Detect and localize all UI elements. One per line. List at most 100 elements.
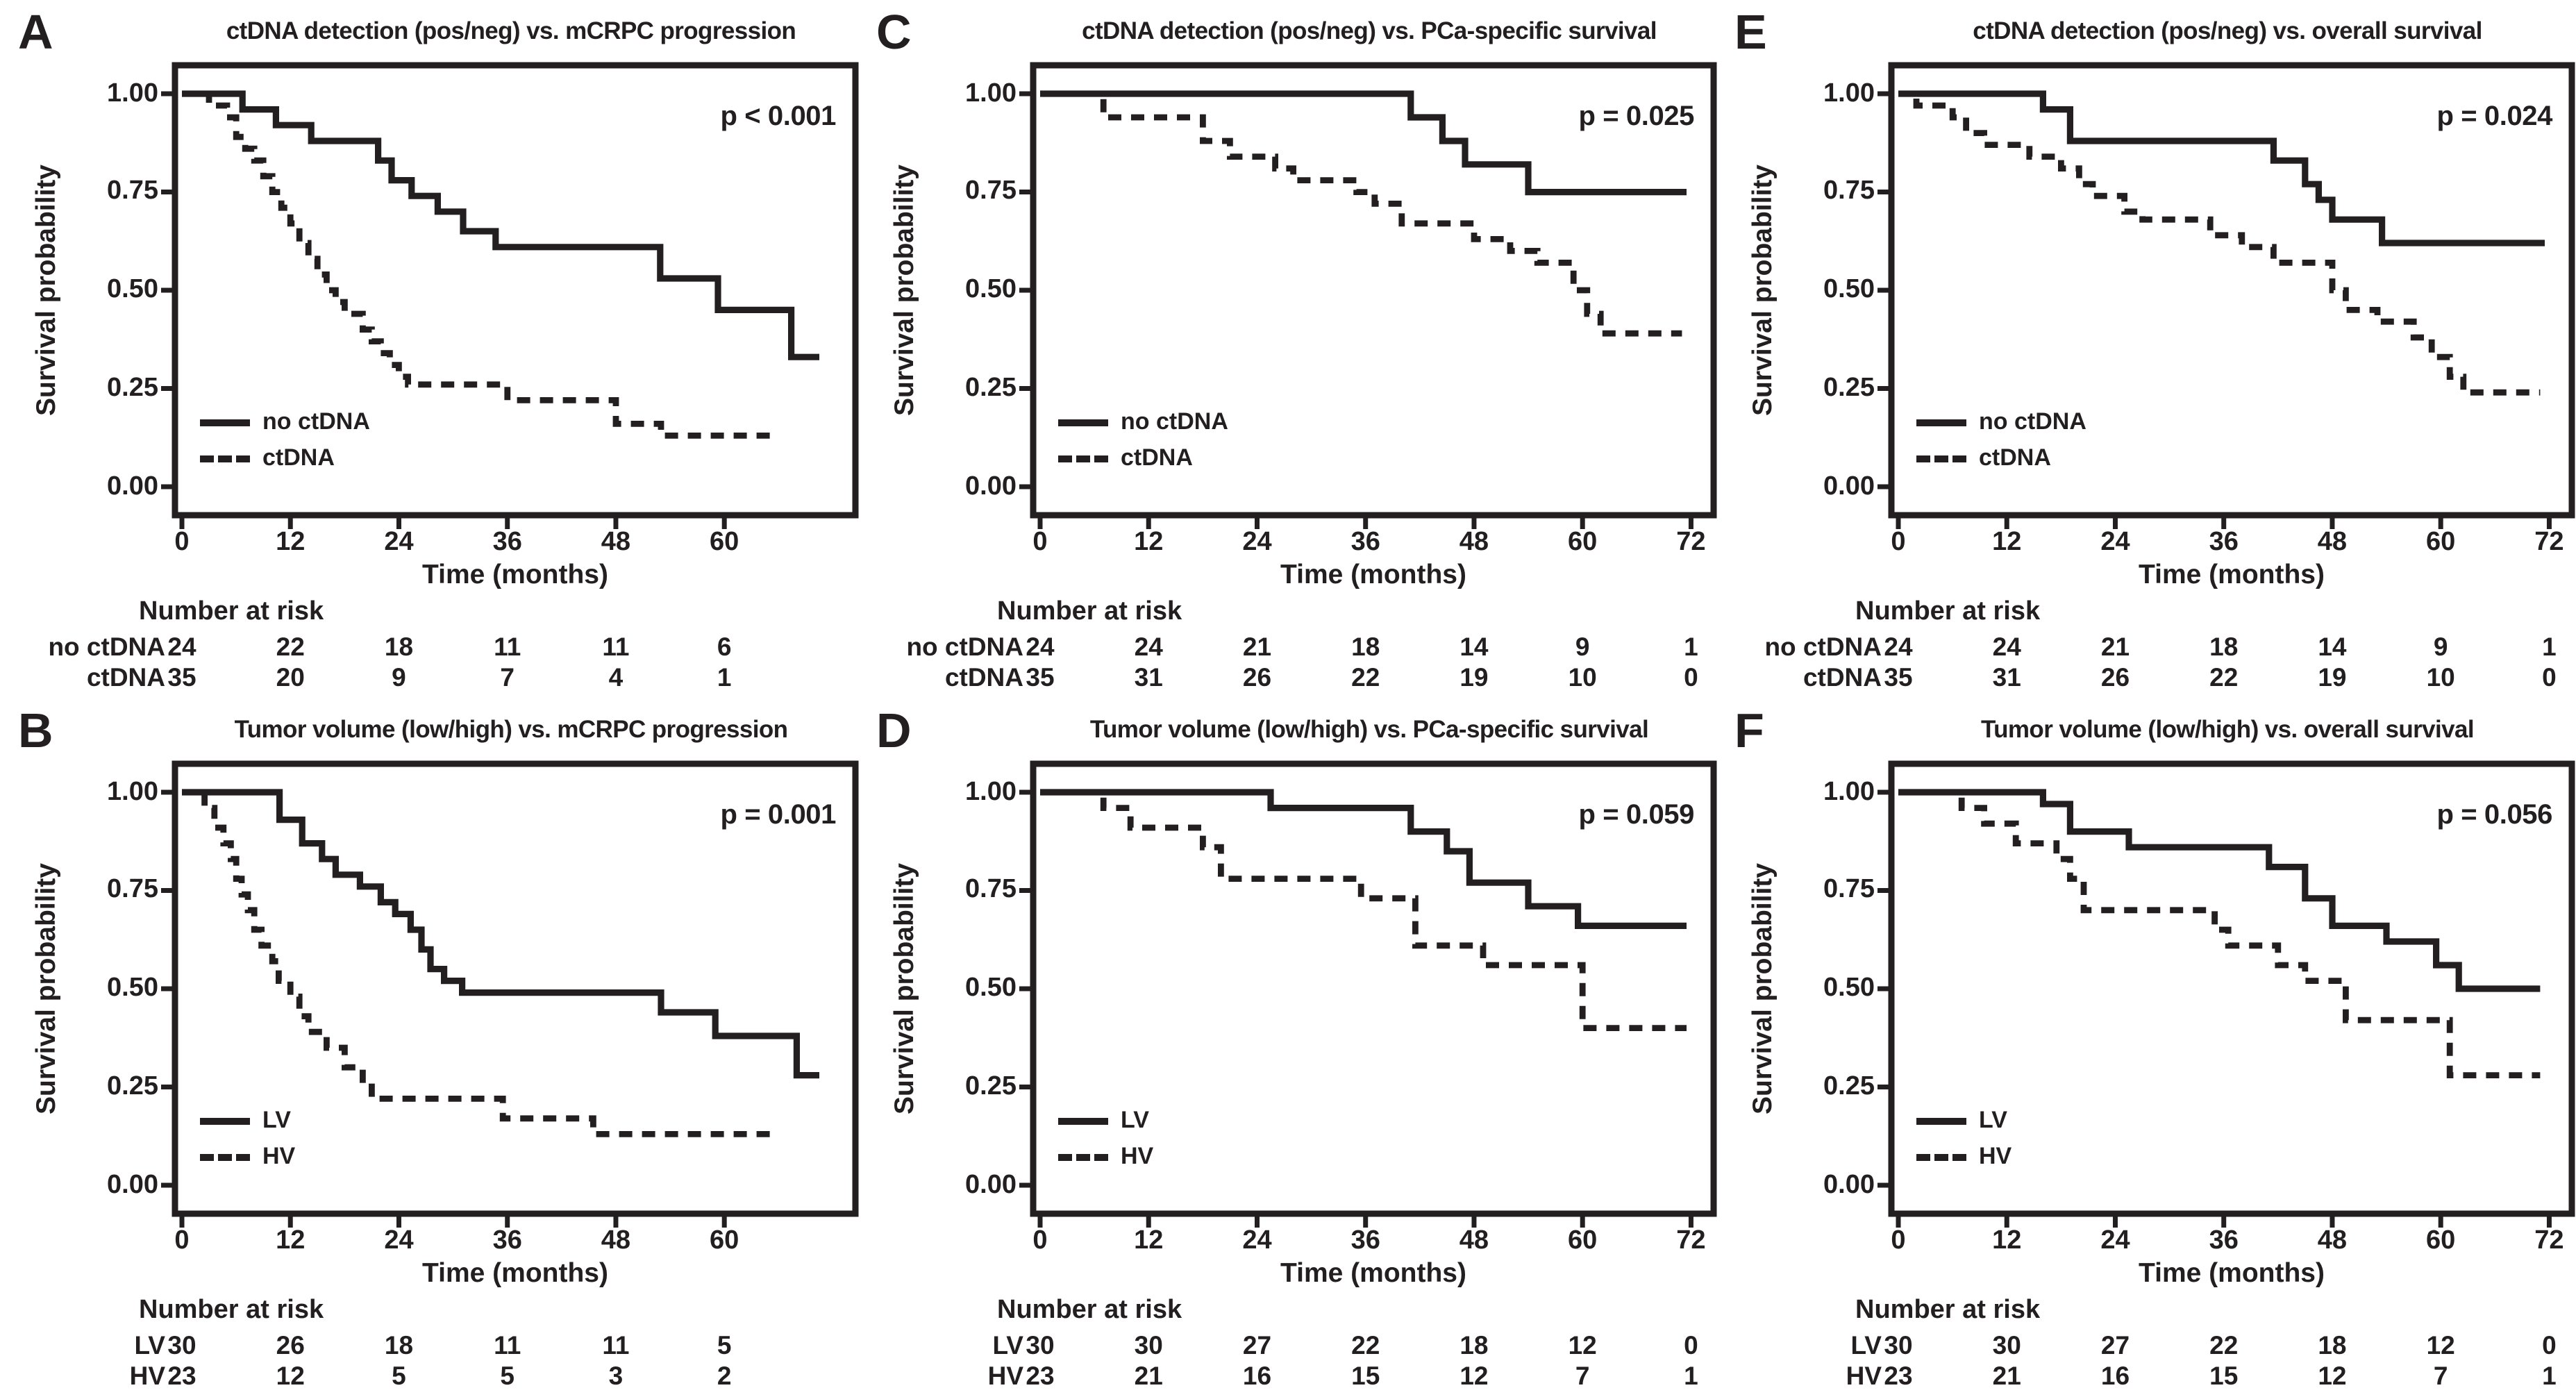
legend-label: LV bbox=[1121, 1107, 1149, 1133]
x-axis-ticks: 0 12 24 36 48 60 bbox=[0, 1226, 858, 1257]
x-tick-label: 48 bbox=[2317, 528, 2348, 557]
risk-count: 0 bbox=[2542, 662, 2557, 692]
x-tick-label: 36 bbox=[1350, 528, 1380, 557]
solid-line-swatch bbox=[200, 419, 250, 426]
y-axis-label: Survival probability bbox=[31, 863, 62, 1114]
km-curves-svg bbox=[1877, 760, 2575, 1228]
km-panel: F Tumor volume (low/high) vs. overall su… bbox=[1716, 698, 2575, 1397]
x-tick-label: 48 bbox=[1459, 1226, 1489, 1255]
risk-count: 22 bbox=[1351, 1330, 1380, 1360]
y-tick-label: 0.00 bbox=[1823, 471, 1875, 501]
x-tick-label: 0 bbox=[1032, 528, 1048, 557]
risk-count: 21 bbox=[2100, 632, 2130, 661]
y-tick-label: 1.00 bbox=[965, 777, 1017, 806]
risk-table-title: Number at risk bbox=[139, 1296, 324, 1325]
risk-count: 26 bbox=[1242, 662, 1272, 692]
y-tick-label: 0.50 bbox=[965, 275, 1017, 304]
risk-count: 2 bbox=[717, 1361, 732, 1390]
risk-count: 20 bbox=[276, 662, 305, 692]
risk-count: 1 bbox=[2542, 1361, 2557, 1390]
dashed-line-swatch bbox=[1916, 1153, 1966, 1160]
risk-count: 30 bbox=[1026, 1330, 1055, 1360]
risk-table-row: LV 30 30 27 22 18 12 0 bbox=[858, 1330, 1716, 1361]
solid-line-swatch bbox=[200, 1117, 250, 1124]
km-panel: D Tumor volume (low/high) vs. PCa-specif… bbox=[858, 698, 1717, 1397]
panel-letter: E bbox=[1734, 6, 1767, 60]
x-tick-label: 60 bbox=[710, 1226, 739, 1255]
x-tick-label: 36 bbox=[492, 528, 522, 557]
x-tick-label: 0 bbox=[174, 1226, 190, 1255]
x-tick-label: 24 bbox=[2100, 1226, 2130, 1255]
km-curves-svg bbox=[1019, 760, 1717, 1228]
legend: no ctDNA ctDNA bbox=[1058, 404, 1228, 476]
y-tick-label: 0.50 bbox=[107, 973, 158, 1003]
km-curve-dashed bbox=[1898, 90, 2541, 396]
risk-count: 7 bbox=[500, 662, 515, 692]
risk-count: 22 bbox=[2209, 1330, 2239, 1360]
risk-table-row: no ctDNA 24 22 18 11 11 6 bbox=[0, 632, 858, 662]
risk-count: 21 bbox=[1242, 632, 1272, 661]
risk-count: 1 bbox=[1684, 1361, 1698, 1390]
risk-count: 7 bbox=[2433, 1361, 2448, 1390]
risk-count: 1 bbox=[2542, 632, 2557, 661]
risk-count: 26 bbox=[276, 1330, 305, 1360]
legend-item: no ctDNA bbox=[200, 404, 370, 440]
risk-table-title: Number at risk bbox=[1855, 597, 2041, 626]
legend: LV HV bbox=[1916, 1103, 2012, 1175]
risk-count: 7 bbox=[1575, 1361, 1590, 1390]
legend-label: ctDNA bbox=[1121, 444, 1193, 471]
risk-table-title: Number at risk bbox=[997, 1296, 1182, 1325]
risk-count: 10 bbox=[2426, 662, 2455, 692]
dashed-line-swatch bbox=[1058, 455, 1108, 462]
x-axis-ticks: 0 12 24 36 48 60 72 bbox=[858, 1226, 1716, 1257]
risk-row-label: LV bbox=[992, 1330, 1023, 1360]
y-tick-label: 0.25 bbox=[965, 373, 1017, 403]
risk-count: 12 bbox=[1568, 1330, 1597, 1360]
risk-count: 5 bbox=[392, 1361, 406, 1390]
y-tick-label: 0.25 bbox=[1823, 1071, 1875, 1101]
risk-count: 23 bbox=[1026, 1361, 1055, 1390]
y-tick-label: 0.25 bbox=[965, 1071, 1017, 1101]
risk-count: 23 bbox=[167, 1361, 196, 1390]
legend-label: no ctDNA bbox=[1979, 408, 2086, 435]
risk-row-label: HV bbox=[1846, 1361, 1882, 1390]
legend-item: LV bbox=[1916, 1103, 2012, 1139]
panel-letter: F bbox=[1734, 704, 1764, 758]
risk-count: 31 bbox=[1134, 662, 1163, 692]
risk-count: 12 bbox=[2426, 1330, 2455, 1360]
legend-item: HV bbox=[1916, 1139, 2012, 1175]
x-tick-label: 36 bbox=[2209, 1226, 2239, 1255]
x-tick-label: 24 bbox=[384, 1226, 414, 1255]
panel-letter: B bbox=[18, 704, 53, 758]
risk-table-title: Number at risk bbox=[1855, 1296, 2041, 1325]
dashed-line-swatch bbox=[200, 455, 250, 462]
risk-count: 30 bbox=[1134, 1330, 1163, 1360]
risk-count: 9 bbox=[2433, 632, 2448, 661]
y-tick-label: 0.50 bbox=[1823, 973, 1875, 1003]
x-tick-label: 0 bbox=[174, 528, 190, 557]
risk-count: 30 bbox=[1992, 1330, 2021, 1360]
solid-line-swatch bbox=[1058, 419, 1108, 426]
legend-label: HV bbox=[1121, 1143, 1154, 1169]
p-value-label: p = 0.056 bbox=[2436, 800, 2552, 830]
y-tick-label: 0.75 bbox=[1823, 176, 1875, 206]
risk-count: 24 bbox=[1026, 632, 1055, 661]
km-panel: C ctDNA detection (pos/neg) vs. PCa-spec… bbox=[858, 0, 1717, 698]
y-tick-label: 0.75 bbox=[107, 176, 158, 206]
p-value-label: p < 0.001 bbox=[720, 101, 836, 132]
risk-count: 16 bbox=[1242, 1361, 1272, 1390]
risk-count: 3 bbox=[608, 1361, 624, 1390]
y-tick-label: 0.50 bbox=[1823, 275, 1875, 304]
risk-count: 19 bbox=[2318, 662, 2347, 692]
x-tick-label: 72 bbox=[2534, 1226, 2564, 1255]
legend: LV HV bbox=[200, 1103, 295, 1175]
x-tick-label: 24 bbox=[2100, 528, 2130, 557]
km-curve-solid bbox=[1040, 789, 1687, 929]
y-tick-label: 0.75 bbox=[965, 875, 1017, 905]
legend-item: HV bbox=[1058, 1139, 1153, 1175]
x-tick-label: 24 bbox=[384, 528, 414, 557]
x-axis-label: Time (months) bbox=[422, 1258, 608, 1289]
risk-table-row: no ctDNA 24 24 21 18 14 9 1 bbox=[1716, 632, 2575, 662]
km-curve-solid bbox=[1898, 789, 2541, 992]
risk-count: 11 bbox=[602, 1330, 630, 1360]
